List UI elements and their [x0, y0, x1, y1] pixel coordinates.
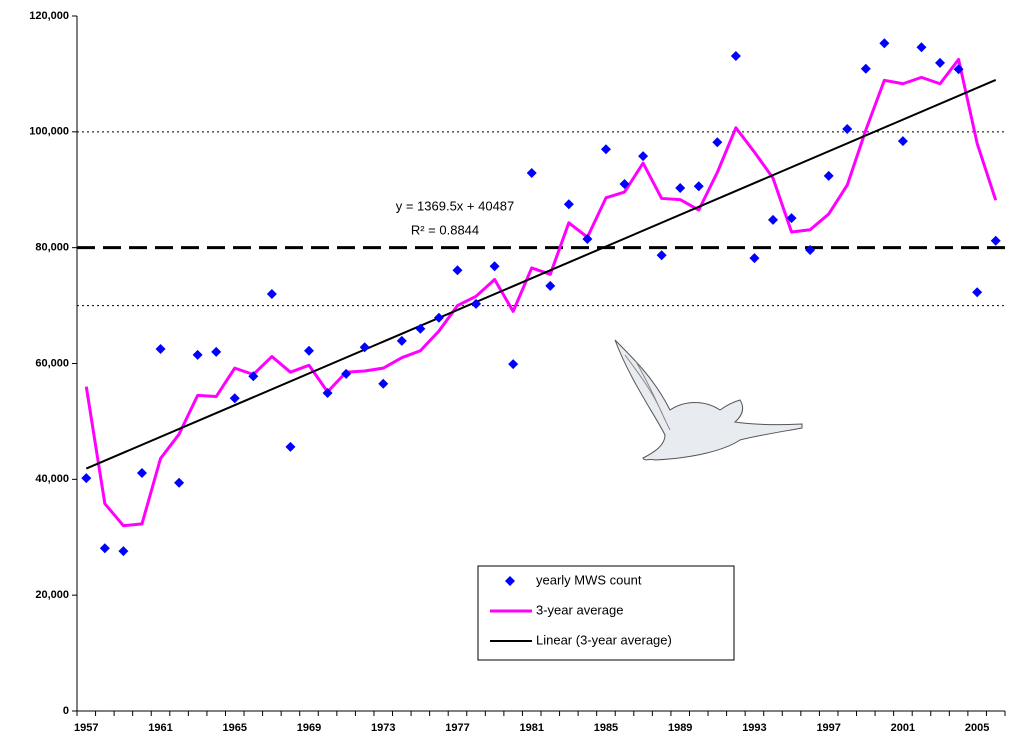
data-point [656, 250, 667, 261]
data-point [563, 199, 574, 210]
x-tick-label: 1985 [594, 722, 618, 734]
data-point [953, 64, 964, 75]
data-point [916, 42, 927, 53]
legend: yearly MWS count 3-year average Linear (3-… [477, 565, 735, 661]
data-point [582, 233, 593, 244]
data-point [768, 214, 778, 225]
data-point [211, 346, 222, 357]
y-tick-label: 0 [63, 705, 69, 717]
data-point [192, 349, 203, 360]
legend-label: 3-year average [536, 602, 623, 617]
data-point [136, 467, 147, 478]
data-point [378, 378, 389, 389]
data-point [990, 235, 1001, 246]
data-point [526, 167, 537, 178]
data-point [229, 393, 240, 404]
y-tick-label: 60,000 [35, 357, 69, 369]
data-point [155, 344, 166, 355]
data-point [619, 178, 630, 189]
data-point [415, 323, 426, 334]
data-point [935, 57, 946, 68]
data-point [786, 213, 797, 224]
data-point [81, 473, 92, 484]
legend-marker [505, 576, 515, 586]
swan-illustration [614, 339, 803, 461]
data-point [452, 265, 463, 276]
x-tick-label: 1969 [297, 722, 321, 734]
data-point [545, 280, 556, 291]
trend-line [85, 79, 997, 470]
x-tick-label: 1965 [223, 722, 247, 734]
data-point [489, 261, 500, 272]
x-tick-label: 1981 [519, 722, 543, 734]
data-point [638, 151, 649, 162]
data-point [712, 137, 723, 148]
data-point [730, 50, 741, 61]
x-tick-label: 2005 [965, 722, 989, 734]
data-point [749, 253, 760, 264]
data-point [266, 289, 277, 299]
y-tick-label: 40,000 [35, 473, 69, 485]
y-tick-label: 20,000 [35, 589, 69, 601]
data-point [118, 546, 129, 557]
legend-box [477, 565, 735, 661]
y-tick-label: 80,000 [35, 242, 69, 254]
y-tick-label: 120,000 [29, 10, 69, 22]
average-line [84, 57, 998, 528]
data-point [842, 123, 853, 134]
r-squared: R² = 0.8844 [411, 222, 479, 237]
data-point [396, 335, 407, 346]
data-point [805, 244, 816, 255]
x-tick-label: 1977 [445, 722, 469, 734]
data-point [675, 183, 686, 194]
x-tick-label: 1957 [74, 722, 98, 734]
data-point [600, 144, 611, 155]
data-point [693, 181, 704, 192]
x-tick-label: 1993 [742, 722, 766, 734]
data-point [304, 345, 314, 356]
x-tick-label: 2001 [891, 722, 915, 734]
data-point [359, 342, 370, 353]
data-point [248, 371, 259, 382]
data-point [879, 38, 890, 49]
x-tick-label: 1973 [371, 722, 395, 734]
x-tick-label: 1961 [148, 722, 172, 734]
data-point [99, 543, 110, 554]
data-point [471, 298, 482, 309]
data-point [897, 136, 908, 147]
data-point [433, 312, 444, 323]
x-tick-label: 1989 [668, 722, 692, 734]
data-point [972, 287, 983, 298]
data-point [823, 170, 834, 181]
data-point [341, 368, 352, 379]
data-point [860, 63, 871, 74]
data-point [322, 388, 333, 399]
legend-label: yearly MWS count [536, 572, 642, 587]
x-tick-label: 1997 [816, 722, 840, 734]
trend-equation: y = 1369.5x + 40487 [396, 198, 515, 213]
data-point [285, 441, 296, 452]
legend-label: Linear (3-year average) [536, 632, 672, 647]
data-point [174, 477, 185, 488]
data-point [508, 359, 519, 370]
y-tick-label: 100,000 [29, 126, 69, 138]
